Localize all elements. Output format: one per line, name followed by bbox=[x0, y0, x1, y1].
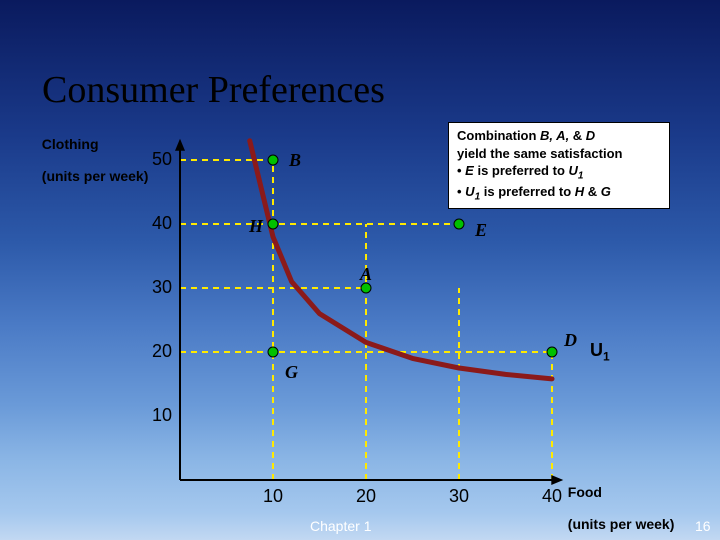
chapter-label: Chapter 1 bbox=[310, 518, 371, 534]
point-label-e: E bbox=[475, 220, 487, 241]
point-label-h: H bbox=[249, 216, 263, 237]
y-tick-30: 30 bbox=[132, 277, 172, 298]
x-tick-30: 30 bbox=[439, 486, 479, 507]
y-tick-10: 10 bbox=[132, 405, 172, 426]
x-tick-20: 20 bbox=[346, 486, 386, 507]
point-label-b: B bbox=[289, 150, 301, 171]
y-tick-20: 20 bbox=[132, 341, 172, 362]
curve-label-u1: U1 bbox=[590, 340, 610, 364]
point-label-g: G bbox=[285, 362, 298, 383]
point-label-d: D bbox=[564, 330, 577, 351]
y-tick-40: 40 bbox=[132, 213, 172, 234]
point-label-a: A bbox=[360, 264, 372, 285]
annotation-box: Combination B, A, & Dyield the same sati… bbox=[448, 122, 670, 209]
x-tick-40: 40 bbox=[532, 486, 572, 507]
page-number: 16 bbox=[695, 518, 711, 534]
y-tick-50: 50 bbox=[132, 149, 172, 170]
x-tick-10: 10 bbox=[253, 486, 293, 507]
